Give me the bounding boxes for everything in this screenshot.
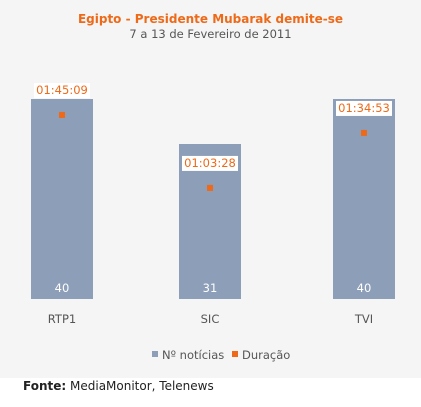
chart-title: Egipto - Presidente Mubarak demite-se [78, 12, 343, 26]
bar-value-label-sic: 31 [203, 281, 218, 295]
category-label-tvi: TVI [354, 312, 373, 326]
duration-label-sic: 01:03:28 [184, 156, 236, 170]
duration-label-bg-tvi [336, 100, 392, 116]
bar-rtp1 [31, 99, 93, 299]
legend-swatch-duration [232, 351, 238, 357]
duration-label-tvi: 01:34:53 [338, 101, 390, 115]
duration-label-bg-sic [182, 155, 238, 171]
legend-label-duration: Duração [242, 348, 290, 362]
source-note: Fonte: MediaMonitor, Telenews [23, 379, 214, 393]
source-label: Fonte: [23, 379, 67, 393]
source-text: MediaMonitor, Telenews [70, 379, 214, 393]
bar-value-label-rtp1: 40 [55, 281, 70, 295]
legend-label-news: Nº notícias [162, 348, 224, 362]
bar-value-label-tvi: 40 [357, 281, 372, 295]
bars-layer: 40 RTP1 01:45:09 31 SIC 01:03:28 40 TVI 01:34:53 [31, 82, 395, 326]
duration-marker-sic [207, 184, 213, 191]
duration-label-bg-rtp1 [34, 82, 90, 98]
category-label-sic: SIC [201, 312, 220, 326]
chart-area: Egipto - Presidente Mubarak demite-se 7 … [31, 12, 395, 362]
chart-subtitle: 7 a 13 de Fevereiro de 2011 [129, 27, 291, 41]
bar-tvi [333, 99, 395, 299]
duration-label-rtp1: 01:45:09 [36, 83, 88, 97]
chart-legend: Nº notícias Duração [152, 348, 290, 362]
chart-svg: Egipto - Presidente Mubarak demite-se 7 … [31, 12, 395, 362]
legend-swatch-news [152, 351, 158, 357]
duration-marker-tvi [361, 129, 367, 136]
duration-marker-rtp1 [59, 111, 65, 118]
category-label-rtp1: RTP1 [48, 312, 76, 326]
